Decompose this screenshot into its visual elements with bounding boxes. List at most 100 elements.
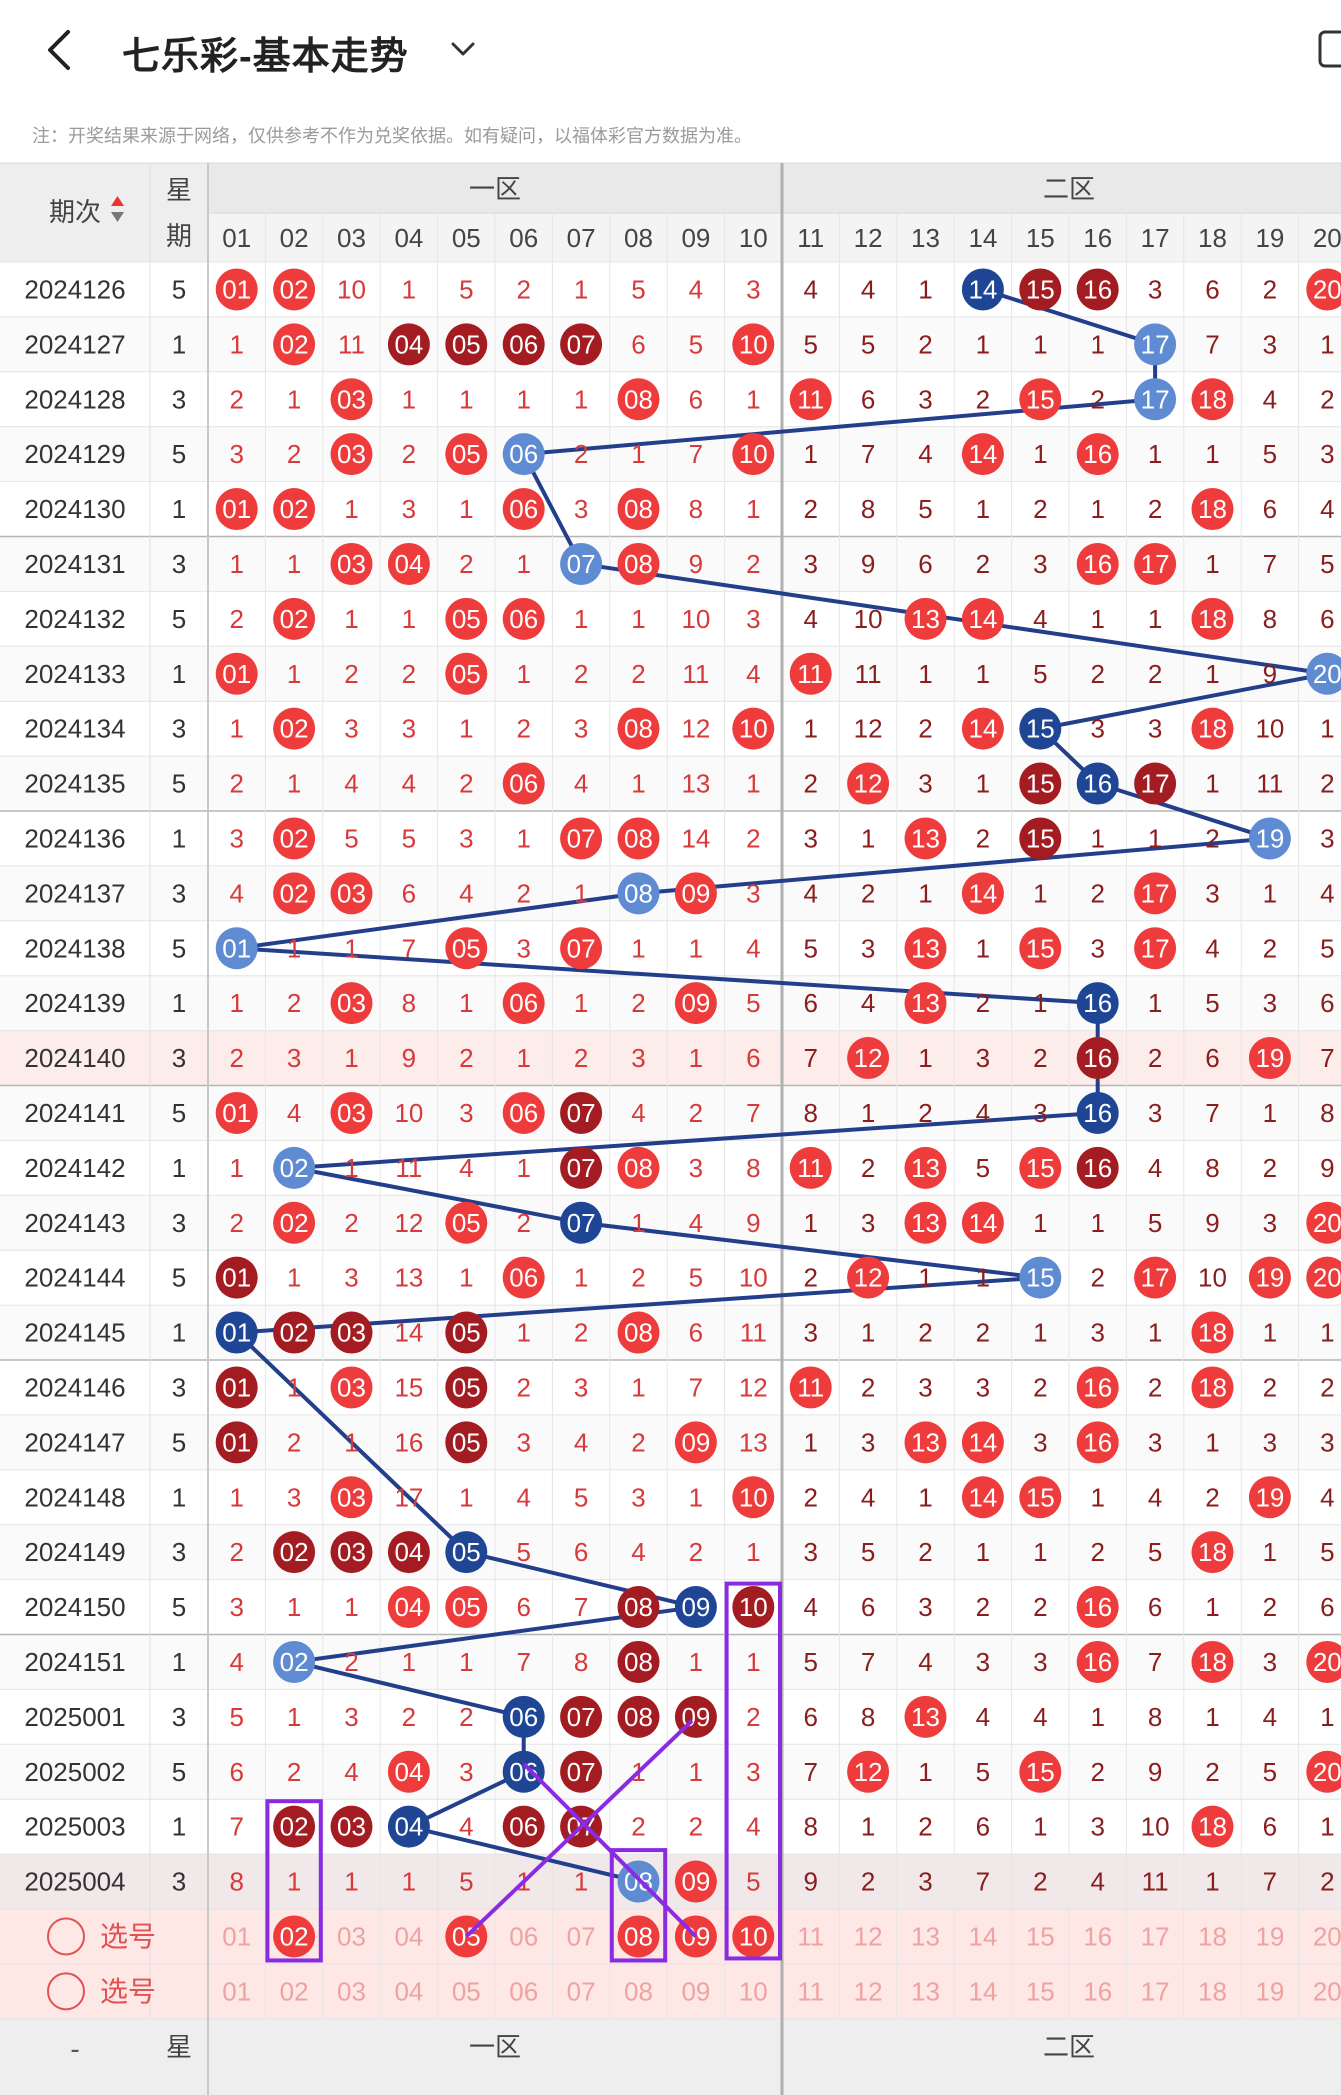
number-ball[interactable] <box>847 1256 890 1299</box>
table-row[interactable] <box>0 1579 1341 1635</box>
number-ball[interactable] <box>961 1421 1004 1464</box>
number-ball[interactable] <box>445 597 488 640</box>
number-ball[interactable] <box>961 1476 1004 1519</box>
number-ball[interactable] <box>732 433 775 476</box>
number-ball[interactable] <box>961 1201 1004 1244</box>
number-ball[interactable] <box>560 1146 603 1189</box>
number-ball[interactable] <box>961 268 1004 311</box>
number-ball[interactable] <box>215 1256 258 1299</box>
number-ball[interactable] <box>1306 1640 1341 1683</box>
number-ball[interactable] <box>847 762 890 805</box>
picked-ball[interactable] <box>617 1915 660 1958</box>
table-row[interactable] <box>0 1360 1341 1415</box>
number-ball[interactable] <box>273 1531 316 1574</box>
number-ball[interactable] <box>1191 1366 1234 1409</box>
table-row[interactable] <box>0 701 1341 757</box>
number-ball[interactable] <box>215 927 258 970</box>
number-ball[interactable] <box>1134 762 1177 805</box>
number-ball[interactable] <box>1191 1531 1234 1574</box>
number-ball[interactable] <box>502 1695 545 1738</box>
number-ball[interactable] <box>387 1586 430 1629</box>
number-ball[interactable] <box>1191 707 1234 750</box>
number-ball[interactable] <box>1191 1640 1234 1683</box>
number-ball[interactable] <box>1019 762 1062 805</box>
number-ball[interactable] <box>502 1750 545 1793</box>
number-ball[interactable] <box>502 762 545 805</box>
number-ball[interactable] <box>1076 1091 1119 1134</box>
number-ball[interactable] <box>617 542 660 585</box>
number-ball[interactable] <box>617 707 660 750</box>
number-ball[interactable] <box>1076 1640 1119 1683</box>
table-row[interactable] <box>0 1634 1341 1690</box>
number-ball[interactable] <box>1191 1805 1234 1848</box>
number-ball[interactable] <box>1191 378 1234 421</box>
number-ball[interactable] <box>1248 1037 1291 1080</box>
number-ball[interactable] <box>215 652 258 695</box>
table-row[interactable] <box>0 1744 1341 1800</box>
number-ball[interactable] <box>330 1531 373 1574</box>
number-ball[interactable] <box>1134 1256 1177 1299</box>
number-ball[interactable] <box>330 378 373 421</box>
number-ball[interactable] <box>445 1421 488 1464</box>
number-ball[interactable] <box>1306 268 1341 311</box>
number-ball[interactable] <box>560 323 603 366</box>
number-ball[interactable] <box>1019 268 1062 311</box>
number-ball[interactable] <box>732 1476 775 1519</box>
number-ball[interactable] <box>330 1476 373 1519</box>
number-ball[interactable] <box>330 1805 373 1848</box>
number-ball[interactable] <box>445 1201 488 1244</box>
number-ball[interactable] <box>445 1311 488 1354</box>
number-ball[interactable] <box>1306 652 1341 695</box>
table-row[interactable] <box>0 1414 1341 1470</box>
number-ball[interactable] <box>617 488 660 531</box>
number-ball[interactable] <box>445 433 488 476</box>
number-ball[interactable] <box>904 1201 947 1244</box>
number-ball[interactable] <box>273 597 316 640</box>
number-ball[interactable] <box>273 323 316 366</box>
number-ball[interactable] <box>1248 817 1291 860</box>
number-ball[interactable] <box>560 1091 603 1134</box>
number-ball[interactable] <box>215 1366 258 1409</box>
number-ball[interactable] <box>904 1695 947 1738</box>
number-ball[interactable] <box>215 268 258 311</box>
number-ball[interactable] <box>674 982 717 1025</box>
number-ball[interactable] <box>445 1586 488 1629</box>
number-ball[interactable] <box>445 323 488 366</box>
number-ball[interactable] <box>502 982 545 1025</box>
number-ball[interactable] <box>674 1860 717 1903</box>
number-ball[interactable] <box>617 1640 660 1683</box>
number-ball[interactable] <box>560 542 603 585</box>
number-ball[interactable] <box>732 1586 775 1629</box>
table-row[interactable] <box>0 646 1341 702</box>
table-row[interactable] <box>0 316 1341 372</box>
number-ball[interactable] <box>1019 707 1062 750</box>
number-ball[interactable] <box>560 1750 603 1793</box>
table-row[interactable] <box>0 1195 1341 1251</box>
table-row[interactable] <box>0 1140 1341 1196</box>
number-ball[interactable] <box>904 1146 947 1189</box>
number-ball[interactable] <box>1306 1750 1341 1793</box>
number-ball[interactable] <box>215 1421 258 1464</box>
chevron-down-icon[interactable] <box>448 36 478 62</box>
table-row[interactable] <box>0 1469 1341 1525</box>
number-ball[interactable] <box>560 1695 603 1738</box>
number-ball[interactable] <box>617 1311 660 1354</box>
number-ball[interactable] <box>1019 378 1062 421</box>
number-ball[interactable] <box>1134 378 1177 421</box>
number-ball[interactable] <box>1076 433 1119 476</box>
number-ball[interactable] <box>674 1586 717 1629</box>
table-row[interactable] <box>0 481 1341 537</box>
table-row[interactable] <box>0 1799 1341 1855</box>
number-ball[interactable] <box>789 1146 832 1189</box>
table-row[interactable] <box>0 865 1341 921</box>
number-ball[interactable] <box>1019 1750 1062 1793</box>
number-ball[interactable] <box>617 1146 660 1189</box>
number-ball[interactable] <box>387 542 430 585</box>
number-ball[interactable] <box>387 1531 430 1574</box>
number-ball[interactable] <box>1076 982 1119 1025</box>
number-ball[interactable] <box>330 1091 373 1134</box>
number-ball[interactable] <box>502 323 545 366</box>
number-ball[interactable] <box>273 268 316 311</box>
table-row[interactable] <box>0 1524 1341 1580</box>
number-ball[interactable] <box>617 1695 660 1738</box>
